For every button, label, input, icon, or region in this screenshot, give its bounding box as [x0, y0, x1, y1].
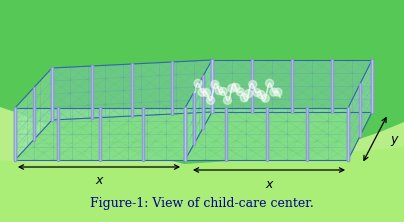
Circle shape	[253, 89, 261, 97]
Circle shape	[198, 88, 206, 96]
Circle shape	[261, 94, 269, 102]
Circle shape	[265, 79, 274, 87]
Text: y: y	[390, 133, 398, 145]
Polygon shape	[185, 112, 372, 160]
Circle shape	[228, 84, 236, 92]
Circle shape	[274, 88, 282, 96]
Circle shape	[211, 80, 219, 88]
Polygon shape	[15, 108, 185, 160]
Polygon shape	[15, 112, 212, 160]
Circle shape	[236, 88, 244, 96]
Circle shape	[202, 89, 210, 97]
Text: Figure-1: View of child-care center.: Figure-1: View of child-care center.	[90, 197, 314, 210]
Circle shape	[219, 87, 227, 95]
Polygon shape	[0, 0, 404, 180]
Circle shape	[206, 96, 215, 104]
Polygon shape	[185, 60, 212, 160]
Circle shape	[232, 83, 240, 91]
Circle shape	[223, 96, 231, 104]
Circle shape	[270, 88, 278, 96]
Polygon shape	[15, 68, 52, 160]
Circle shape	[240, 94, 248, 102]
Circle shape	[249, 81, 257, 89]
Polygon shape	[0, 147, 404, 222]
Circle shape	[215, 87, 223, 95]
Text: x: x	[265, 178, 273, 191]
Polygon shape	[212, 60, 372, 112]
Circle shape	[194, 79, 202, 87]
Text: x: x	[95, 174, 103, 187]
Circle shape	[244, 90, 252, 98]
Polygon shape	[348, 60, 372, 160]
Polygon shape	[185, 108, 348, 160]
Polygon shape	[52, 60, 212, 120]
Circle shape	[257, 91, 265, 99]
